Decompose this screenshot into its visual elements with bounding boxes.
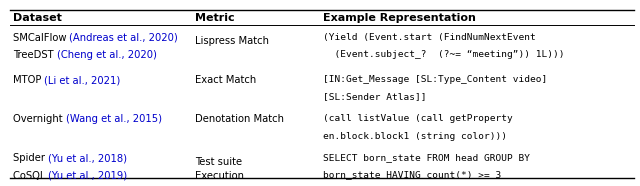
Text: [IN:Get_Message [SL:Type_Content video]: [IN:Get_Message [SL:Type_Content video]: [323, 75, 547, 84]
Text: en.block.block1 (string color))): en.block.block1 (string color))): [323, 132, 507, 140]
Text: Dataset: Dataset: [13, 13, 61, 23]
Text: MTOP: MTOP: [13, 75, 44, 85]
Text: Execution: Execution: [195, 171, 244, 181]
Text: (Wang et al., 2015): (Wang et al., 2015): [65, 114, 161, 124]
Text: Denotation Match: Denotation Match: [195, 114, 284, 124]
Text: Test suite: Test suite: [195, 157, 243, 167]
Text: Metric: Metric: [195, 13, 235, 23]
Text: Lispress Match: Lispress Match: [195, 36, 269, 46]
Text: Exact Match: Exact Match: [195, 75, 257, 85]
Text: (Cheng et al., 2020): (Cheng et al., 2020): [56, 50, 156, 60]
Text: Example Representation: Example Representation: [323, 13, 476, 23]
Text: Spider: Spider: [13, 153, 48, 163]
Text: Overnight: Overnight: [13, 114, 65, 124]
Text: (Yield (Event.start (FindNumNextEvent: (Yield (Event.start (FindNumNextEvent: [323, 33, 536, 41]
Text: TreeDST: TreeDST: [13, 50, 56, 60]
Text: (Event.subject_?  (?~= “meeting”)) 1L))): (Event.subject_? (?~= “meeting”)) 1L))): [323, 50, 564, 59]
Text: (Yu et al., 2019): (Yu et al., 2019): [48, 171, 127, 181]
Text: (Andreas et al., 2020): (Andreas et al., 2020): [69, 33, 178, 43]
Text: (call listValue (call getProperty: (call listValue (call getProperty: [323, 114, 513, 123]
Text: SMCalFlow: SMCalFlow: [13, 33, 69, 43]
Text: CoSQL: CoSQL: [13, 171, 48, 181]
Text: SELECT born_state FROM head GROUP BY: SELECT born_state FROM head GROUP BY: [323, 153, 530, 162]
Text: (Yu et al., 2018): (Yu et al., 2018): [48, 153, 127, 163]
Text: [SL:Sender Atlas]]: [SL:Sender Atlas]]: [323, 92, 427, 101]
Text: born_state HAVING count(*) >= 3: born_state HAVING count(*) >= 3: [323, 171, 502, 179]
Text: (Li et al., 2021): (Li et al., 2021): [44, 75, 120, 85]
